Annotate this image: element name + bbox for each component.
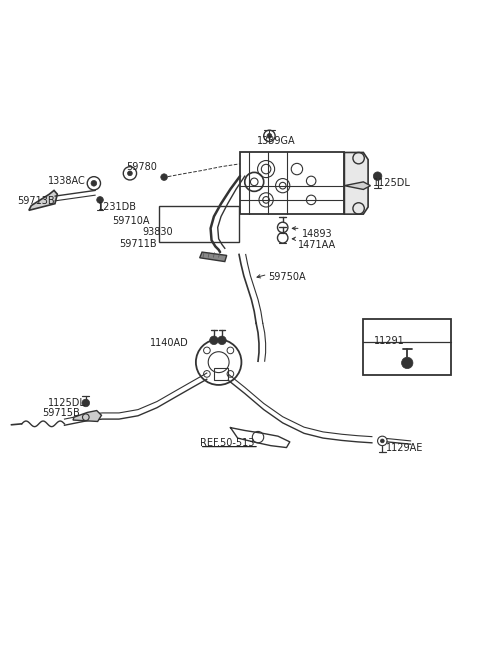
Text: 59780: 59780: [126, 161, 157, 172]
Circle shape: [82, 399, 90, 407]
Text: REF.50-513: REF.50-513: [200, 438, 254, 448]
Circle shape: [267, 133, 272, 138]
Circle shape: [91, 180, 96, 186]
Text: 59750A: 59750A: [268, 272, 306, 282]
Text: 11291: 11291: [374, 337, 405, 346]
Bar: [214, 368, 228, 380]
Text: 14893: 14893: [301, 229, 332, 239]
Circle shape: [128, 171, 132, 176]
Text: 1231DB: 1231DB: [97, 202, 137, 212]
Circle shape: [210, 336, 218, 344]
Text: 1129AE: 1129AE: [386, 443, 423, 453]
Polygon shape: [344, 152, 368, 214]
Text: 1471AA: 1471AA: [299, 240, 336, 250]
Text: 1125DL: 1125DL: [373, 178, 411, 188]
Text: 59713B: 59713B: [17, 196, 55, 206]
Polygon shape: [29, 190, 57, 211]
Bar: [159, 206, 239, 241]
Polygon shape: [73, 411, 101, 421]
Circle shape: [161, 174, 168, 180]
Polygon shape: [344, 182, 371, 190]
Polygon shape: [200, 252, 227, 262]
Text: 1125DL: 1125DL: [48, 398, 86, 408]
Text: 59715B: 59715B: [42, 409, 80, 419]
Text: 1140AD: 1140AD: [150, 338, 189, 348]
Circle shape: [373, 172, 382, 180]
Bar: [363, 319, 451, 375]
Circle shape: [218, 336, 226, 344]
Text: 59711B: 59711B: [119, 239, 156, 249]
Circle shape: [96, 197, 103, 203]
Text: 59710A: 59710A: [112, 216, 149, 226]
Text: 93830: 93830: [143, 227, 173, 237]
Bar: [240, 152, 344, 214]
Circle shape: [402, 358, 413, 369]
Text: 1338AC: 1338AC: [48, 176, 85, 186]
Circle shape: [381, 439, 384, 443]
Text: 1339GA: 1339GA: [257, 136, 295, 146]
